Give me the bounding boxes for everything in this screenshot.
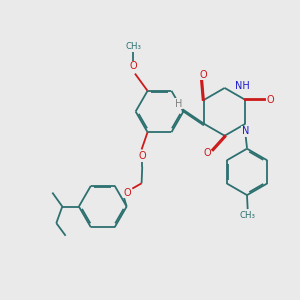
Text: O: O: [267, 95, 274, 105]
Text: CH₃: CH₃: [240, 211, 256, 220]
Text: CH₃: CH₃: [125, 42, 141, 51]
Text: O: O: [199, 70, 207, 80]
Text: O: O: [203, 148, 211, 158]
Text: N: N: [242, 126, 249, 136]
Text: O: O: [130, 61, 137, 71]
Text: O: O: [138, 151, 146, 161]
Text: O: O: [124, 188, 131, 198]
Text: NH: NH: [235, 81, 250, 91]
Text: H: H: [175, 99, 182, 109]
